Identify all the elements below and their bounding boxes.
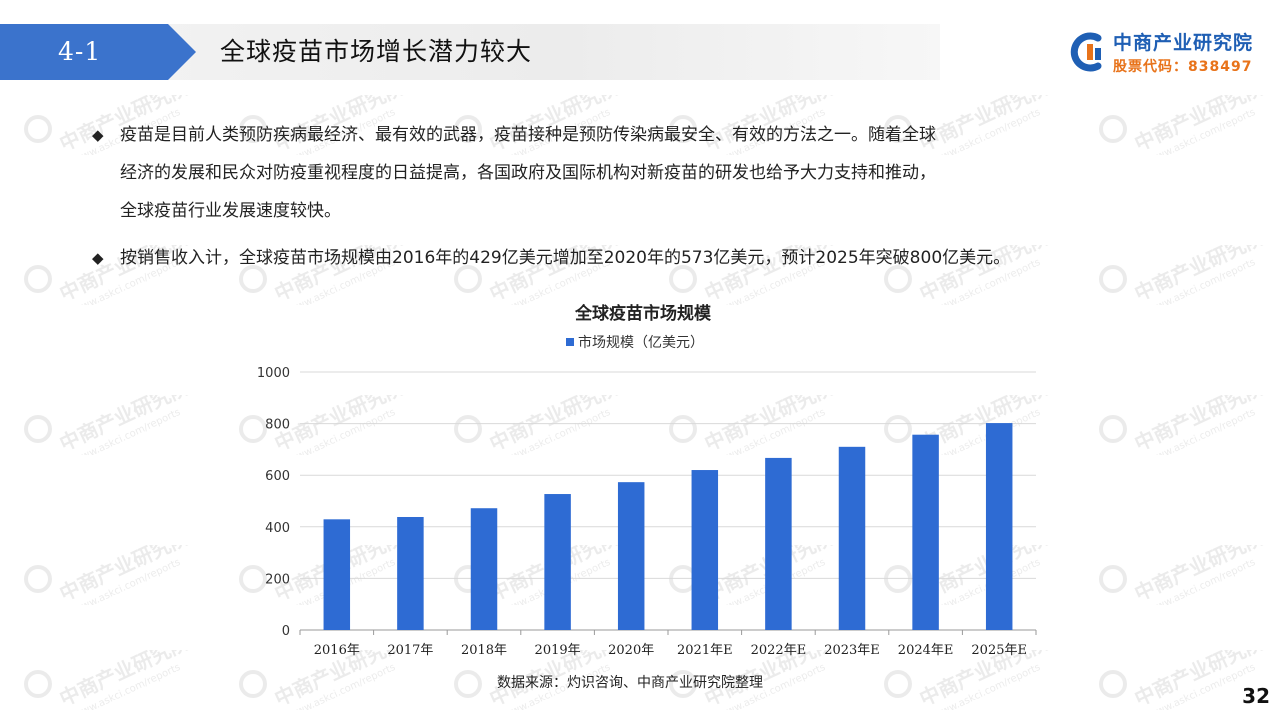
x-tick-label: 2016年 (314, 643, 360, 658)
x-tick-label: 2021年E (677, 643, 733, 658)
y-tick-label: 200 (265, 572, 290, 587)
svg-text:中商产业研究院: 中商产业研究院 (1131, 395, 1268, 455)
y-tick-label: 1000 (257, 366, 290, 381)
diamond-bullet-icon: ◆ (92, 126, 104, 144)
x-tick-label: 2017年 (387, 643, 433, 658)
stock-code: 股票代码：838497 (1113, 59, 1253, 75)
y-tick-label: 400 (265, 521, 290, 536)
svg-text:www.askci.com/reports: www.askci.com/reports (73, 407, 183, 455)
x-tick-label: 2019年 (535, 643, 581, 658)
x-tick-label: 2025年E (971, 643, 1027, 658)
svg-text:www.askci.com/reports: www.askci.com/reports (73, 557, 183, 605)
company-name: 中商产业研究院 (1113, 32, 1254, 54)
svg-text:www.askci.com/reports: www.askci.com/reports (73, 662, 183, 710)
x-tick-label: 2022年E (751, 643, 807, 658)
chart-title: 全球疫苗市场规模 (574, 303, 712, 324)
bullet-line: 经济的发展和民众对防疫重视程度的日益提高，各国政府及国际机构对新疫苗的研发也给予… (120, 163, 936, 183)
x-tick-label: 2018年 (461, 643, 507, 658)
svg-text:www.askci.com/reports: www.askci.com/reports (1148, 557, 1258, 605)
section-number: 4-1 (58, 37, 102, 66)
bar (838, 446, 866, 630)
svg-text:中商产业研究院: 中商产业研究院 (56, 395, 193, 455)
bar (397, 516, 424, 630)
svg-text:www.askci.com/reports: www.askci.com/reports (1148, 407, 1258, 455)
chart-source: 数据来源：灼识咨询、中商产业研究院整理 (497, 675, 763, 691)
bullet-line: 全球疫苗行业发展速度较快。 (120, 201, 341, 221)
bullet-line: 疫苗是目前人类预防疾病最经济、最有效的武器，疫苗接种是预防传染病最安全、有效的方… (120, 125, 936, 145)
legend-swatch (566, 338, 574, 346)
bar (617, 482, 645, 630)
x-tick-label: 2024年E (898, 643, 954, 658)
svg-text:中商产业研究院: 中商产业研究院 (56, 545, 193, 605)
bullet-line: 按销售收入计，全球疫苗市场规模由2016年的429亿美元增加至2020年的573… (120, 248, 1011, 268)
bar (985, 423, 1013, 630)
bar (912, 434, 939, 630)
svg-text:中商产业研究院: 中商产业研究院 (56, 650, 193, 710)
x-tick-label: 2020年 (608, 643, 654, 658)
bullet-paragraph-1: ◆ 疫苗是目前人类预防疾病最经济、最有效的武器，疫苗接种是预防传染病最安全、有效… (92, 116, 1212, 230)
bar (323, 519, 351, 630)
market-size-bar-chart: 全球疫苗市场规模 市场规模（亿美元） 0 200 400 600 800 1000 2016… (257, 303, 1037, 691)
bar (544, 494, 571, 630)
bar (691, 470, 719, 630)
svg-text:中商产业研究院: 中商产业研究院 (1131, 545, 1268, 605)
page-title: 全球疫苗市场增长潜力较大 (220, 37, 533, 66)
company-logo-icon (1068, 30, 1112, 74)
bullet-paragraph-2: ◆ 按销售收入计，全球疫苗市场规模由2016年的429亿美元增加至2020年的5… (92, 239, 1212, 277)
diamond-bullet-icon: ◆ (92, 249, 104, 267)
y-tick-label: 0 (282, 624, 290, 639)
legend-label: 市场规模（亿美元） (578, 334, 704, 351)
x-tick-label: 2023年E (824, 643, 880, 658)
slide-number: 32 (1242, 684, 1270, 708)
bar (765, 457, 792, 630)
bar (470, 508, 498, 630)
y-tick-label: 600 (265, 469, 290, 484)
y-tick-label: 800 (265, 418, 290, 433)
section-tab (0, 24, 196, 80)
